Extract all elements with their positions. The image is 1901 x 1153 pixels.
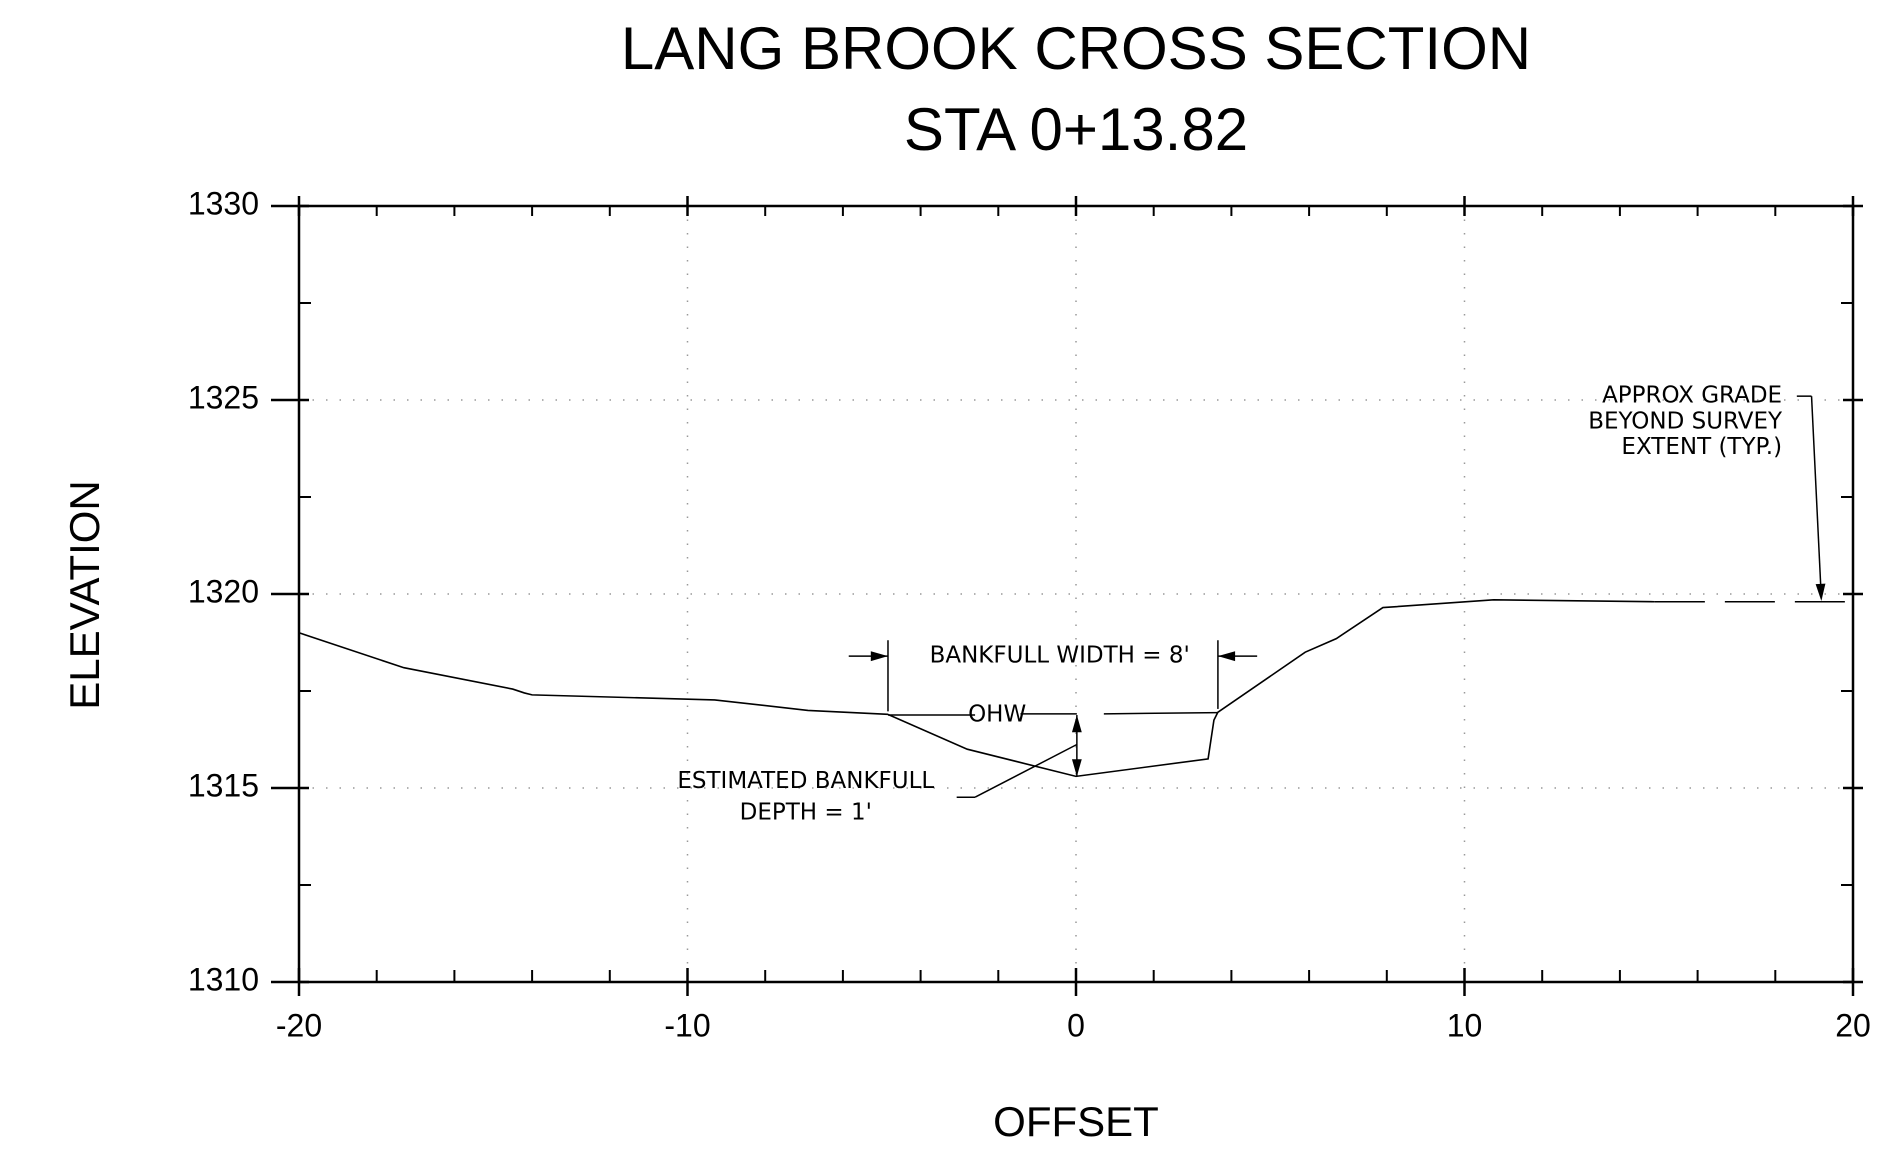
annotation: ESTIMATED BANKFULL [677,768,934,794]
ground-line [298,599,1655,778]
y-axis-title: ELEVATION [61,480,108,710]
x-tick-label: 0 [1067,1007,1085,1043]
y-tick-label: 1315 [188,767,259,803]
arrowhead [1217,651,1236,662]
ohw-line [1103,711,1218,715]
leader-line [1810,396,1823,599]
y-tick-label: 1325 [188,379,259,415]
arrowhead [870,651,888,662]
x-tick-label: -10 [664,1007,710,1043]
arrowhead [1815,583,1826,601]
x-tick-label: 10 [1447,1007,1483,1043]
annotation: EXTENT (TYP.) [1621,434,1782,460]
annotation: BANKFULL WIDTH = 8' [930,643,1190,669]
leader-line [974,743,1078,798]
x-tick-label: -20 [276,1007,322,1043]
arrowhead [1071,759,1082,777]
annotation: BEYOND SURVEY [1588,408,1783,434]
arrowhead [1071,715,1082,733]
annotation: DEPTH = 1' [740,800,872,826]
plot-frame [297,204,1855,984]
y-tick-label: 1310 [188,961,259,997]
chart-title: LANG BROOK CROSS SECTION [621,15,1531,82]
annotation: APPROX GRADE [1602,383,1782,409]
chart-title: STA 0+13.82 [904,96,1248,163]
x-axis-title: OFFSET [993,1098,1159,1145]
annotation: OHW [968,702,1026,728]
x-tick-label: 20 [1835,1007,1871,1043]
y-tick-label: 1330 [188,185,259,221]
y-tick-label: 1320 [188,573,259,609]
